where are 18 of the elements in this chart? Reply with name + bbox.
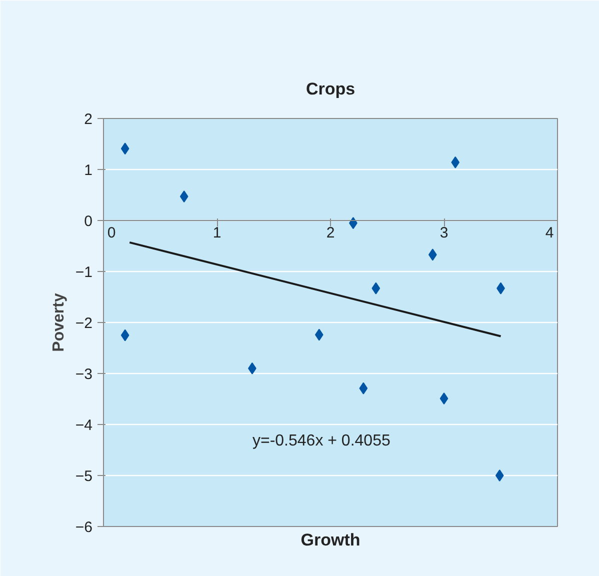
x-tick-label: 0 — [107, 224, 116, 242]
y-tick-label: −4 — [75, 417, 93, 434]
x-tick-label: 2 — [326, 224, 335, 242]
chart-title: Crops — [306, 80, 356, 98]
y-tick-label: −2 — [75, 315, 93, 332]
y-tick-label: 2 — [84, 111, 92, 128]
y-tick-label: 0 — [84, 213, 92, 230]
x-tick-label: 4 — [545, 224, 554, 242]
y-tick-label: −1 — [75, 264, 93, 281]
annotation: y=-0.546x + 0.4055 — [252, 432, 390, 450]
x-axis-title: Growth — [300, 530, 360, 550]
y-tick-label: −3 — [75, 366, 93, 383]
x-tick-label: 1 — [212, 224, 222, 242]
y-tick-label: −5 — [75, 468, 93, 485]
y-axis-title: Poverty — [50, 293, 68, 352]
y-tick-label: 1 — [84, 162, 92, 179]
y-tick-label: −6 — [75, 519, 93, 536]
x-tick-label: 3 — [440, 224, 448, 242]
